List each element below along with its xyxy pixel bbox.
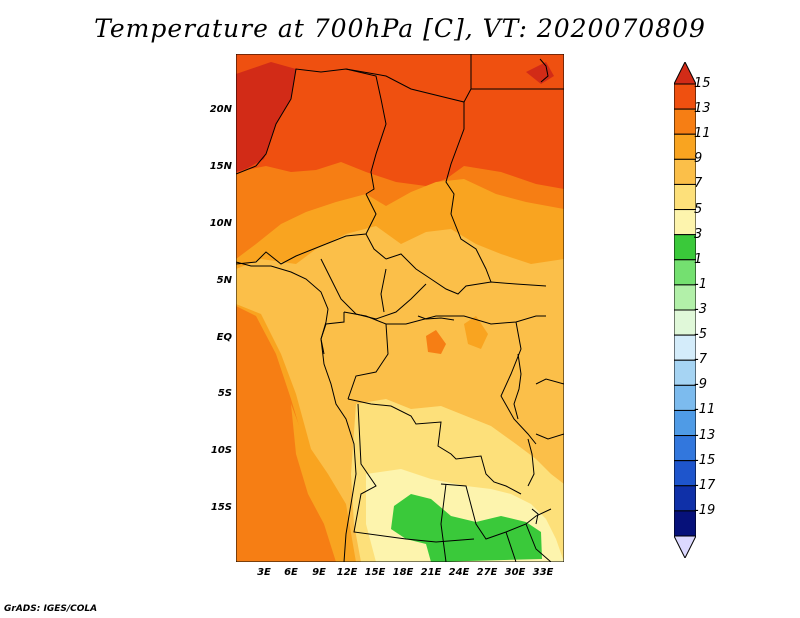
- colorbar-label: 11: [694, 126, 711, 142]
- colorbar-box: [674, 334, 696, 361]
- colorbar: [674, 62, 696, 558]
- colorbar-label: 9: [694, 151, 703, 167]
- colorbar-box: [674, 209, 696, 236]
- colorbar-label: 15: [694, 76, 711, 91]
- colorbar-label: -19: [694, 502, 716, 518]
- lat-label: 15S: [210, 502, 232, 513]
- colorbar-box: [674, 158, 696, 185]
- colorbar-box: [674, 259, 696, 286]
- colorbar-label: -11: [694, 402, 716, 418]
- field-9c-west: [291, 404, 354, 562]
- coastline: [236, 58, 549, 562]
- field-1c: [391, 494, 542, 562]
- lat-label: 5S: [217, 388, 232, 399]
- lat-label: 5N: [216, 275, 232, 286]
- colorbar-label: -5: [694, 327, 707, 343]
- colorbar-box: [674, 183, 696, 211]
- colorbar-box: [674, 485, 696, 512]
- colorbar-label: 13: [694, 101, 711, 117]
- lat-label: EQ: [216, 332, 232, 343]
- lon-label: 18E: [392, 567, 414, 578]
- colorbar-box: [674, 384, 696, 411]
- colorbar-box: [674, 460, 696, 487]
- lon-label: 12E: [336, 567, 358, 578]
- colorbar-box: [674, 435, 696, 462]
- colorbar-box: [674, 284, 696, 311]
- field-15c: [236, 62, 296, 172]
- lat-label: 15N: [209, 161, 232, 172]
- field-11c-spot: [426, 330, 446, 354]
- colorbar-box: [674, 309, 696, 336]
- colorbar-label: -9: [694, 377, 707, 393]
- lon-label: 21E: [420, 567, 442, 578]
- lon-label: 30E: [504, 567, 526, 578]
- colorbar-box: [674, 510, 696, 537]
- grads-credit: GrADS: IGES/COLA: [4, 604, 98, 614]
- colorbar-box: [674, 133, 696, 160]
- lat-label: 20N: [209, 104, 232, 115]
- lon-label: 24E: [448, 567, 470, 578]
- colorbar-cap-top: [674, 62, 696, 85]
- lat-label: 10S: [210, 445, 232, 456]
- lon-label: 6E: [284, 567, 298, 578]
- colorbar-box: [674, 359, 696, 386]
- colorbar-box: [674, 409, 696, 437]
- colorbar-label: -17: [694, 477, 716, 493]
- colorbar-label: 1: [694, 251, 703, 267]
- field-15c-east: [526, 62, 554, 84]
- lat-label: 10N: [209, 218, 232, 229]
- lon-label: 9E: [312, 567, 326, 578]
- temperature-map: [236, 54, 564, 562]
- field-9c-spot: [464, 316, 488, 349]
- colorbar-label: 3: [694, 226, 703, 242]
- colorbar-label: 5: [694, 201, 703, 217]
- colorbar-label: -1: [694, 276, 707, 292]
- colorbar-label: -13: [694, 427, 716, 443]
- lon-label: 33E: [532, 567, 554, 578]
- colorbar-label: -7: [694, 352, 707, 368]
- lon-label: 27E: [476, 567, 498, 578]
- colorbar-cap-bottom: [674, 535, 696, 558]
- colorbar-box: [674, 83, 696, 110]
- colorbar-box: [674, 234, 696, 261]
- lon-label: 3E: [257, 567, 271, 578]
- colorbar-label: -15: [694, 452, 716, 468]
- field-13c: [236, 54, 564, 189]
- plot-title: Temperature at 700hPa [C], VT: 202007080…: [94, 14, 706, 43]
- colorbar-label: -3: [694, 302, 707, 317]
- colorbar-label: 7: [694, 176, 703, 192]
- colorbar-box: [674, 108, 696, 135]
- lon-label: 15E: [364, 567, 386, 578]
